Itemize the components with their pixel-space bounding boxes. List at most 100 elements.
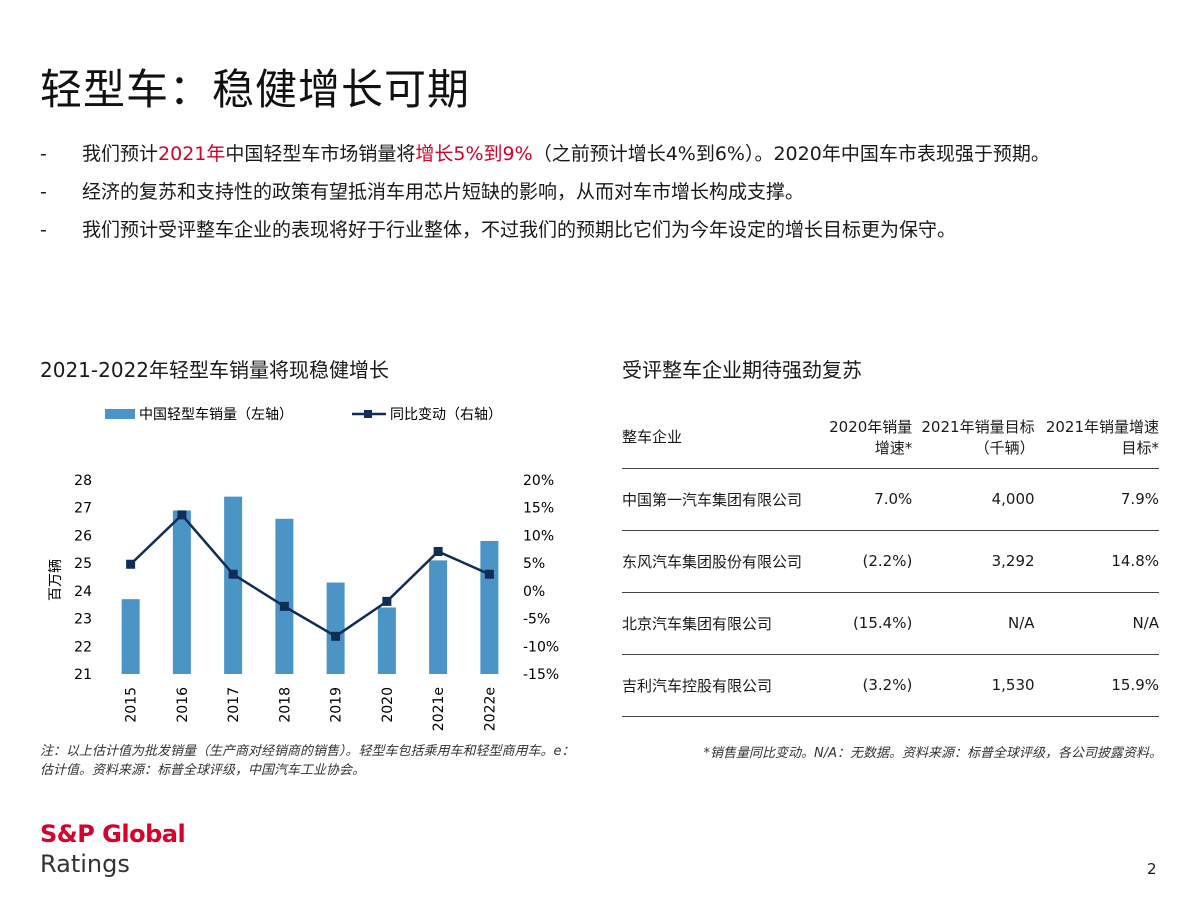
cell-2021-target: 3,292 [991,552,1035,570]
left-tick-label: 25 [74,556,92,572]
header-2021-target: 2021年销量目标（千辆） [921,417,1035,457]
bullet-text: （之前预计增长4%到6%）。2020年中国车市表现强于预期。 [532,143,1050,165]
x-tick-label: 2016 [175,687,191,723]
right-tick-label: 15% [523,501,554,517]
x-tick-label: 2017 [226,687,242,723]
left-tick-label: 22 [74,639,92,655]
bar [377,607,396,674]
sales-chart: 中国轻型车销量（左轴） 同比变动（右轴） 百万辆 282726252423222… [48,406,559,731]
legend-bar-label: 中国轻型车销量（左轴） [139,406,293,423]
bullet-dash: - [40,181,47,203]
bar-series [121,496,499,674]
x-tick-label: 2015 [124,687,140,723]
line-point [331,631,341,641]
table-row: 东风汽车集团股份有限公司 (2.2%) 3,292 14.8% [622,530,1159,592]
line-point [177,510,187,520]
x-axis-labels: 2015 2016 2017 2018 2019 2020 2021e 2022e [124,687,499,731]
company-table: 整车企业 2020年销量增速* 2021年销量目标（千辆） 2021年销量增速目… [622,408,1159,717]
highlight-year: 2021年 [158,143,226,165]
cell-2021-growth-target: 14.8% [1111,552,1159,570]
chart-legend: 中国轻型车销量（左轴） 同比变动（右轴） [105,406,502,423]
x-tick-label: 2020 [380,687,396,723]
left-axis-ticks: 28 27 26 25 24 23 22 21 [74,473,92,683]
bullet-text: 经济的复苏和支持性的政策有望抵消车用芯片短缺的影响，从而对车市增长构成支撑。 [82,181,805,203]
bar [326,582,345,674]
bullet-text: 我们预计受评整车企业的表现将好于行业整体，不过我们的预期比它们为今年设定的增长目… [82,219,957,241]
right-tick-label: 10% [523,528,554,544]
right-tick-label: 5% [523,556,545,572]
cell-company: 中国第一汽车集团有限公司 [622,490,803,509]
bullet-text: 我们预计 [82,143,159,165]
x-tick-label: 2019 [329,687,345,723]
bullet-item: - 经济的复苏和支持性的政策有望抵消车用芯片短缺的影响，从而对车市增长构成支撑。 [40,178,1160,206]
cell-2021-target: N/A [1008,614,1035,632]
cell-2021-target: 4,000 [991,490,1035,508]
bar [121,599,140,674]
header-company: 整车企业 [622,428,683,447]
cell-company: 吉利汽车控股有限公司 [622,676,773,695]
cell-2020-growth: (2.2%) [862,552,913,570]
x-tick-label: 2018 [277,687,293,723]
bullet-list: - 我们预计2021年中国轻型车市场销量将增长5%到9%（之前预计增长4%到6%… [40,140,1160,254]
bullet-text: 中国轻型车市场销量将 [225,143,416,165]
line-point [484,569,494,579]
right-tick-label: 0% [523,584,545,600]
table-row: 吉利汽车控股有限公司 (3.2%) 1,530 15.9% [622,654,1159,716]
bullet-dash: - [40,219,47,241]
left-tick-label: 27 [74,501,92,517]
left-tick-label: 21 [74,667,92,683]
brand-logo-line1: S&P Global [40,820,186,848]
x-tick-label: 2022e [482,687,498,731]
header-2021-growth-target: 2021年销量增速目标* [1045,417,1159,457]
cell-company: 北京汽车集团有限公司 [622,614,773,633]
cell-2020-growth: (3.2%) [862,676,913,694]
bar [480,540,499,674]
bullet-item: - 我们预计2021年中国轻型车市场销量将增长5%到9%（之前预计增长4%到6%… [40,140,1160,168]
cell-2020-growth: (15.4%) [852,614,913,632]
cell-2021-growth-target: 7.9% [1120,490,1159,508]
table-title: 受评整车企业期待强劲复苏 [622,358,862,382]
bar [275,518,294,674]
legend-bar-swatch [105,409,135,419]
right-axis-ticks: 20% 15% 10% 5% 0% -5% -10% -15% [523,473,559,683]
table-note: *销售量同比变动。N/A：无数据。资料来源：标普全球评级，各公司披露资料。 [703,746,1163,761]
cell-2021-growth-target: N/A [1132,614,1159,632]
cell-2020-growth: 7.0% [874,490,913,508]
bar [172,510,191,674]
right-tick-label: -5% [523,612,550,628]
series-line [129,513,490,638]
left-tick-label: 24 [74,584,92,600]
bullet-dash: - [40,143,47,165]
y-axis-label: 百万辆 [48,559,64,601]
header-2020-growth: 2020年销量增速* [829,417,913,457]
table-header-row: 整车企业 2020年销量增速* 2021年销量目标（千辆） 2021年销量增速目… [622,408,1159,468]
line-point [279,601,289,611]
line-point [228,569,238,579]
left-tick-label: 28 [74,473,92,489]
left-tick-label: 23 [74,612,92,628]
right-tick-label: 20% [523,473,554,489]
right-tick-label: -15% [523,667,559,683]
bullet-item: - 我们预计受评整车企业的表现将好于行业整体，不过我们的预期比它们为今年设定的增… [40,216,1160,244]
x-tick-label: 2021e [431,687,447,731]
left-tick-label: 26 [74,528,92,544]
line-point [382,596,392,606]
brand-logo-line2: Ratings [40,850,130,878]
chart-note: 注：以上估计值为批发销量（生产商对经销商的销售）。轻型车包括乘用车和轻型商用车。… [40,744,575,778]
bar [224,496,243,674]
cell-company: 东风汽车集团股份有限公司 [622,552,803,571]
line-point [126,559,136,569]
table-row: 北京汽车集团有限公司 (15.4%) N/A N/A [622,592,1159,654]
highlight-growth: 增长5%到9% [415,143,533,165]
table-row: 中国第一汽车集团有限公司 7.0% 4,000 7.9% [622,468,1159,530]
right-tick-label: -10% [523,639,559,655]
line-point [433,547,443,557]
page-title: 轻型车：稳健增长可期 [40,65,471,114]
legend-line-marker [364,410,372,418]
cell-2021-target: 1,530 [991,676,1035,694]
chart-title: 2021-2022年轻型车销量将现稳健增长 [40,358,390,382]
legend-line-label: 同比变动（右轴） [390,407,502,423]
cell-2021-growth-target: 15.9% [1111,676,1159,694]
page-number: 2 [1147,860,1157,878]
line-series [126,510,494,641]
